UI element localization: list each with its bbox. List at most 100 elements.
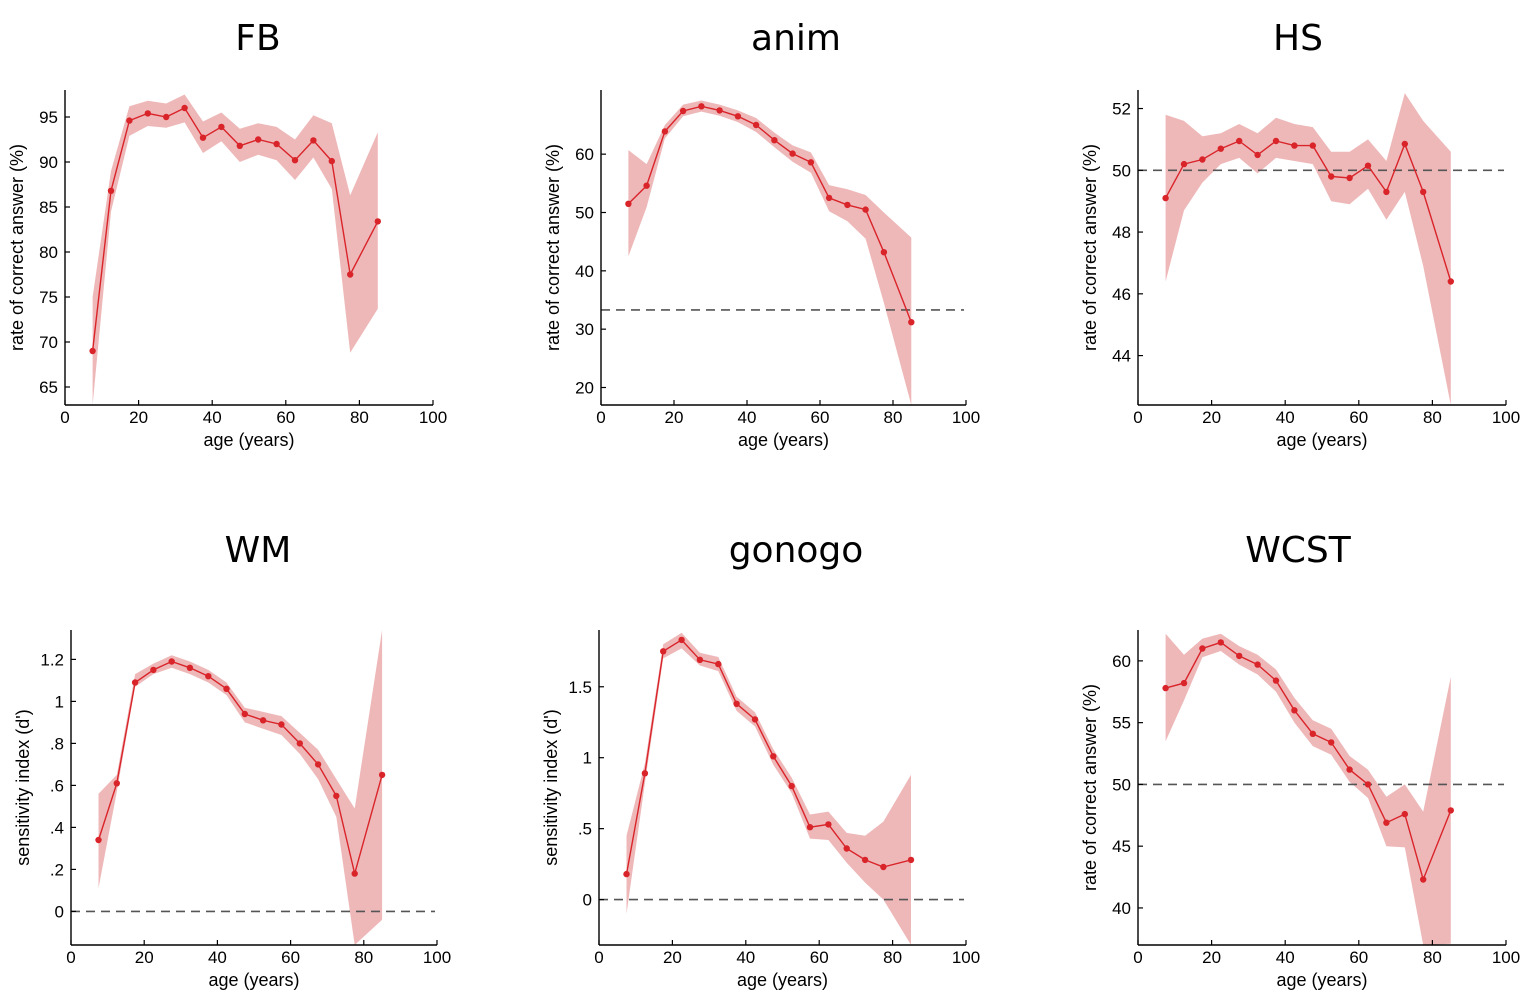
x-tick-label: 40 xyxy=(1276,408,1295,427)
x-tick-label: 100 xyxy=(423,948,451,967)
confidence-band xyxy=(628,100,912,405)
data-point xyxy=(107,187,115,194)
y-axis-label: rate of correct answer (%) xyxy=(543,144,563,351)
data-point xyxy=(862,206,869,213)
x-tick-label: 0 xyxy=(596,408,605,427)
data-point xyxy=(291,157,299,164)
data-point xyxy=(314,761,322,768)
panel-fb: FB 0 20 40 60 80 100 65 70 75 80 85 90 95 age (years) r… xyxy=(7,18,447,450)
data-point xyxy=(807,159,815,166)
data-point xyxy=(1162,194,1169,202)
data-point xyxy=(1291,707,1298,714)
data-point xyxy=(641,770,649,777)
data-point xyxy=(770,753,777,760)
series-line xyxy=(627,105,912,323)
x-axis-label: age (years) xyxy=(1276,430,1367,450)
x-tick-label: 40 xyxy=(203,408,222,427)
y-tick-label: 50 xyxy=(1112,161,1131,180)
y-tick-label: 1.2 xyxy=(40,650,64,669)
x-tick-label: 100 xyxy=(952,408,980,427)
x-axis-label: age (years) xyxy=(1276,970,1367,990)
data-point xyxy=(1364,162,1372,169)
confidence-band xyxy=(1165,93,1451,405)
y-tick-label: .2 xyxy=(50,860,64,879)
data-point xyxy=(844,201,851,209)
data-point xyxy=(733,700,740,707)
data-point xyxy=(1309,142,1317,149)
data-point xyxy=(789,150,796,157)
x-tick-label: 80 xyxy=(1423,408,1442,427)
y-tick-label: 50 xyxy=(575,204,594,223)
data-point xyxy=(181,104,188,112)
data-point xyxy=(1401,140,1409,148)
data-point xyxy=(328,157,335,165)
data-point xyxy=(907,856,915,864)
data-point xyxy=(273,140,280,148)
series-line xyxy=(91,107,379,352)
y-tick-label: .8 xyxy=(50,734,64,753)
data-point xyxy=(1291,142,1298,149)
data-point xyxy=(1401,810,1409,818)
data-point xyxy=(771,137,778,144)
data-point xyxy=(310,137,317,144)
x-tick-label: 80 xyxy=(350,408,369,427)
data-point xyxy=(1447,807,1455,814)
data-point xyxy=(168,658,175,665)
series-line xyxy=(97,660,383,874)
data-point xyxy=(806,824,814,831)
data-point xyxy=(259,717,267,724)
x-tick-label: 100 xyxy=(419,408,447,427)
y-tick-label: 90 xyxy=(39,153,58,172)
data-point xyxy=(660,648,667,655)
y-tick-label: 55 xyxy=(1112,714,1131,733)
x-tick-label: 0 xyxy=(1133,408,1142,427)
panel-title: FB xyxy=(235,18,280,59)
data-point xyxy=(1217,145,1225,152)
x-tick-label: 0 xyxy=(1133,948,1142,967)
data-point xyxy=(131,679,139,686)
data-point xyxy=(843,845,850,852)
data-point xyxy=(1272,677,1280,684)
panel-title: gonogo xyxy=(729,530,864,571)
data-point xyxy=(861,856,869,864)
y-tick-label: 85 xyxy=(39,198,58,217)
x-tick-label: 100 xyxy=(1492,408,1520,427)
y-tick-label: 0 xyxy=(55,902,64,921)
x-tick-label: 60 xyxy=(810,948,829,967)
data-point xyxy=(1364,781,1372,788)
y-tick-label: 60 xyxy=(575,145,594,164)
data-point xyxy=(223,685,230,692)
data-point xyxy=(163,113,170,121)
y-tick-label: 65 xyxy=(39,378,58,397)
data-point xyxy=(1420,876,1427,883)
x-tick-label: 80 xyxy=(354,948,373,967)
panel-title: HS xyxy=(1273,18,1323,59)
data-point xyxy=(734,113,742,120)
panel-title: WM xyxy=(225,530,292,571)
data-point xyxy=(1447,278,1455,285)
y-tick-label: 70 xyxy=(39,333,58,352)
data-point xyxy=(715,660,722,668)
data-point xyxy=(825,821,832,828)
panel-hs: HS 0 20 40 60 80 100 44 46 48 50 52 age (years) rate … xyxy=(1080,18,1520,450)
data-point xyxy=(95,836,102,844)
data-point xyxy=(1328,739,1335,746)
data-point xyxy=(1383,819,1390,826)
x-tick-label: 60 xyxy=(1349,948,1368,967)
data-point xyxy=(144,110,151,117)
data-point xyxy=(347,271,354,278)
y-axis-label: sensitivity index (d') xyxy=(13,709,33,866)
x-tick-label: 0 xyxy=(594,948,603,967)
data-point xyxy=(1199,645,1206,652)
confidence-band xyxy=(1165,633,1451,945)
data-point xyxy=(625,200,632,207)
y-axis-label: rate of correct answer (%) xyxy=(7,144,27,351)
x-tick-label: 40 xyxy=(1276,948,1295,967)
panel-wm: WM 0 20 40 60 80 100 0 .2 .4 .6 .8 1 1.2 age (years) se… xyxy=(13,530,451,990)
data-point xyxy=(1180,679,1188,687)
y-tick-label: 45 xyxy=(1112,837,1131,856)
y-tick-label: 48 xyxy=(1112,223,1131,242)
x-axis-label: age (years) xyxy=(738,430,829,450)
data-point xyxy=(378,771,386,779)
data-point xyxy=(698,103,705,110)
